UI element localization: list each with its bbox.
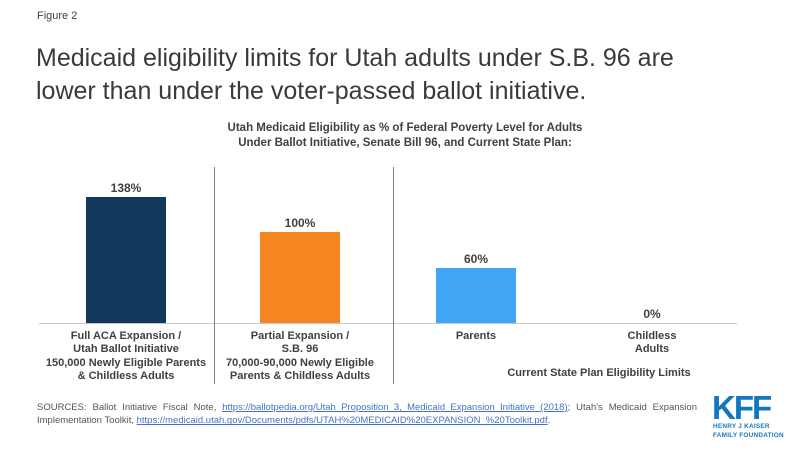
category-label-4: Childless Adults	[627, 330, 677, 356]
category-label-3: Parents	[455, 330, 497, 342]
source-link-ballotpedia[interactable]: https://ballotpedia.org/Utah_Proposition…	[222, 402, 568, 413]
sources-text: SOURCES: Ballot Initiative Fiscal Note, …	[37, 401, 697, 428]
kff-logo-sub-line-2: FAMILY FOUNDATION	[713, 431, 784, 439]
sources-middle: ; Utah's Medicaid Expansion Implementati…	[37, 402, 697, 427]
sources-prefix: SOURCES: Ballot Initiative Fiscal Note,	[37, 402, 223, 413]
value-label-3: 60%	[463, 252, 489, 266]
value-label-4: 0%	[643, 307, 661, 321]
figure-label: Figure 2	[37, 10, 78, 22]
chart-title-line-1: Utah Medicaid Eligibility as % of Federa…	[227, 122, 583, 134]
kff-logo-sub-line-1: HENRY J KAISER	[713, 423, 770, 431]
section-separator-2	[393, 167, 394, 384]
chart-title: Utah Medicaid Eligibility as % of Federa…	[10, 121, 800, 150]
kff-logo: KFF HENRY J KAISER FAMILY FOUNDATION	[712, 389, 784, 440]
page-title: Medicaid eligibility limits for Utah adu…	[36, 44, 674, 105]
value-label-2: 100%	[284, 216, 316, 230]
group-label-current-state-plan: Current State Plan Eligibility Limits	[507, 367, 691, 379]
chart-title-line-2: Under Ballot Initiative, Senate Bill 96,…	[238, 136, 572, 149]
sources-suffix: .	[547, 415, 551, 427]
bar-2	[260, 232, 340, 323]
bar-3	[436, 268, 516, 323]
kff-logo-text: KFF	[712, 389, 772, 426]
section-separator-1	[214, 167, 215, 384]
source-link-medicaid-utah[interactable]: https://medicaid.utah.gov/Documents/pdfs…	[136, 415, 548, 427]
category-label-1: Full ACA Expansion / Utah Ballot Initiati…	[45, 330, 207, 383]
x-axis-line	[39, 323, 737, 324]
value-label-1: 138%	[110, 181, 142, 195]
category-label-2: Partial Expansion / S.B. 96 70,000-90,000 …	[226, 330, 374, 383]
bar-1	[86, 197, 166, 323]
